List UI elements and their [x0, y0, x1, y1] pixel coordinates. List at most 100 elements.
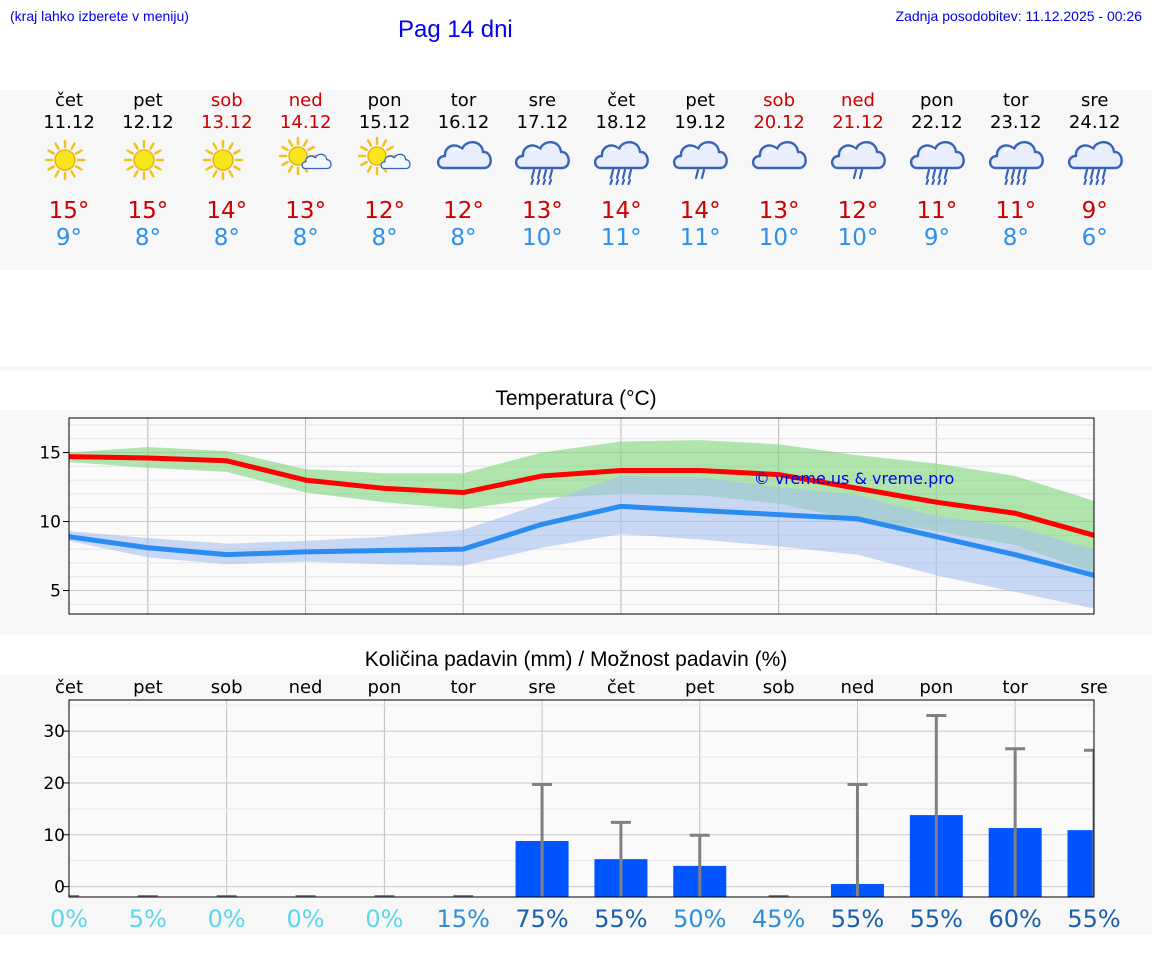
- day-column: ned 21.12 12° 10°: [818, 90, 898, 252]
- cloud-icon: [752, 141, 807, 170]
- watermark: © vreme.us & vreme.pro: [754, 469, 955, 488]
- plot-frame: [68, 699, 1095, 898]
- precip-probability: 55%: [594, 905, 647, 933]
- day-column: pet 12.12 15° 8°: [108, 90, 188, 252]
- precip-probability: 75%: [515, 905, 568, 933]
- day-label: pet: [133, 677, 163, 698]
- day-label: ned: [289, 677, 323, 698]
- day-column: sob 13.12 14° 8°: [187, 90, 267, 252]
- precipitation-title: Količina padavin (mm) / Možnost padavin …: [364, 648, 788, 671]
- temp-max: 15°: [127, 198, 169, 224]
- precip-probability: 55%: [831, 905, 884, 933]
- day-name: čet: [607, 90, 636, 111]
- day-label: pet: [685, 677, 715, 698]
- temp-max: 14°: [600, 198, 642, 224]
- day-column: pon 15.12 12° 8°: [345, 90, 425, 252]
- temp-min: 8°: [371, 225, 398, 251]
- y-tick-label: 0: [54, 878, 65, 898]
- day-date: 16.12: [437, 112, 490, 133]
- temp-max: 13°: [285, 198, 327, 224]
- temp-min: 8°: [1002, 225, 1029, 251]
- day-date: 17.12: [516, 112, 569, 133]
- day-name: ned: [288, 90, 323, 111]
- precip-probability: 0%: [365, 905, 403, 933]
- day-column: pet 19.12 14° 11°: [660, 90, 740, 252]
- day-name: čet: [54, 90, 84, 111]
- temp-min: 11°: [600, 225, 642, 251]
- temp-max: 11°: [916, 198, 958, 224]
- day-date: 18.12: [595, 112, 648, 133]
- day-date: 23.12: [990, 112, 1042, 133]
- day-name: sre: [1080, 90, 1109, 111]
- y-tick-label: 15: [39, 444, 61, 464]
- separator: [0, 366, 1152, 371]
- temp-min: 8°: [450, 225, 477, 251]
- day-date: 11.12: [43, 112, 95, 133]
- last-update: Zadnja posodobitev: 11.12.2025 - 00:26: [895, 8, 1142, 24]
- precipitation-chart: čet pet sob ned pon tor sre čet pet sob ned pon tor s…: [43, 677, 1120, 933]
- y-tick-label: 20: [43, 774, 65, 794]
- cloud-rain-icon: [1067, 141, 1123, 186]
- day-name: sob: [210, 90, 243, 111]
- temp-max: 12°: [364, 198, 405, 224]
- temp-min: 6°: [1081, 225, 1108, 251]
- day-label: sob: [763, 677, 795, 698]
- sun-icon: [123, 139, 165, 181]
- page-title: Pag 14 dni: [398, 16, 513, 43]
- temp-max: 9°: [1081, 198, 1108, 224]
- temp-line-max: [68, 454, 1095, 538]
- bars-group: [69, 714, 1094, 897]
- y-tick-label: 10: [39, 513, 61, 533]
- precip-probability: 50%: [673, 905, 726, 933]
- sun-cloud-icon: [357, 136, 411, 176]
- day-date: 15.12: [358, 112, 411, 133]
- temp-max: 14°: [206, 198, 248, 224]
- day-column: sre 17.12 13° 10°: [502, 90, 582, 252]
- day-label: čet: [55, 677, 83, 698]
- day-name: tor: [1003, 90, 1029, 111]
- forecast-band: [0, 90, 1152, 270]
- temp-min: 10°: [837, 225, 879, 251]
- day-label: sre: [528, 677, 555, 698]
- temp-band-max: [69, 440, 1094, 573]
- day-name: pon: [367, 90, 402, 111]
- day-name: sob: [763, 90, 795, 111]
- y-tick-label: 10: [43, 826, 65, 846]
- day-date: 13.12: [201, 112, 253, 133]
- day-label: ned: [841, 677, 875, 698]
- day-column: sre 24.12 9° 6°: [1055, 90, 1135, 252]
- day-date: 14.12: [279, 112, 332, 133]
- cloud-light-rain-icon: [830, 141, 886, 180]
- precip-probability: 45%: [752, 905, 805, 933]
- day-name: pet: [685, 90, 715, 111]
- precip-probability: 0%: [208, 905, 246, 933]
- day-date: 19.12: [674, 112, 726, 133]
- cloud-icon: [436, 141, 492, 170]
- day-column: sob 20.12 13° 10°: [739, 90, 819, 252]
- day-column: čet 18.12 14° 11°: [581, 90, 661, 252]
- sun-icon: [44, 139, 86, 181]
- precip-probability: 15%: [437, 905, 490, 933]
- temp-min: 11°: [679, 225, 721, 251]
- cloud-rain-icon: [909, 141, 965, 186]
- temp-min: 9°: [923, 225, 950, 251]
- precip-bar: [1067, 830, 1094, 897]
- temp-min: 8°: [134, 225, 161, 251]
- sun-cloud-icon: [278, 136, 332, 176]
- temp-min: 9°: [55, 225, 83, 251]
- temp-max: 15°: [48, 198, 90, 224]
- y-tick-label: 30: [43, 722, 65, 742]
- day-date: 21.12: [832, 112, 884, 133]
- day-date: 22.12: [911, 112, 963, 133]
- day-label: sob: [211, 677, 243, 698]
- temp-max: 11°: [995, 198, 1037, 224]
- cloud-rain-icon: [594, 141, 650, 186]
- day-label: čet: [607, 677, 635, 698]
- day-column: pon 22.12 11° 9°: [897, 90, 977, 252]
- temp-line-min: [68, 503, 1095, 578]
- temperature-title: Temperatura (°C): [495, 387, 657, 410]
- precip-probability: 60%: [988, 905, 1041, 933]
- temp-max: 12°: [443, 198, 484, 224]
- temp-min: 10°: [758, 225, 800, 251]
- day-column: ned 14.12 13° 8°: [266, 90, 346, 252]
